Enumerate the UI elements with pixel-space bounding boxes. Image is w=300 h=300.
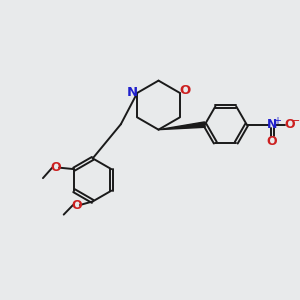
Text: +: + [273, 116, 281, 126]
Text: O: O [285, 118, 296, 131]
Text: O: O [267, 134, 278, 148]
Text: N: N [267, 118, 277, 131]
Text: O: O [71, 199, 82, 212]
Text: −: − [290, 116, 300, 126]
Polygon shape [158, 122, 205, 130]
Text: O: O [50, 161, 61, 174]
Text: O: O [179, 84, 190, 97]
Text: N: N [127, 86, 138, 99]
